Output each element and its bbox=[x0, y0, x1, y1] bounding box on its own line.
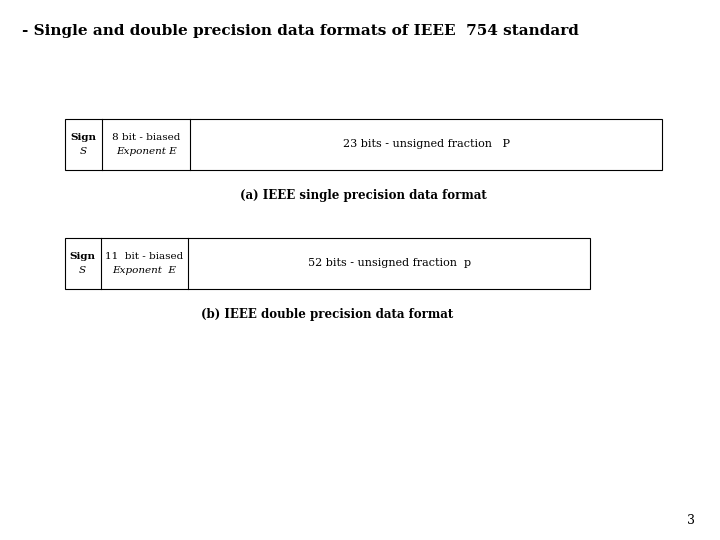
Bar bbox=[65, 238, 590, 289]
Bar bbox=[65, 119, 662, 170]
Text: Sign: Sign bbox=[70, 252, 96, 261]
Text: 3: 3 bbox=[687, 514, 695, 526]
Text: 8 bit - biased: 8 bit - biased bbox=[112, 133, 180, 142]
Text: (a) IEEE single precision data format: (a) IEEE single precision data format bbox=[240, 189, 487, 202]
Text: Sign: Sign bbox=[71, 133, 96, 142]
Text: 23 bits - unsigned fraction   P: 23 bits - unsigned fraction P bbox=[343, 139, 510, 150]
Text: S: S bbox=[79, 266, 86, 275]
Text: (b) IEEE double precision data format: (b) IEEE double precision data format bbox=[202, 308, 454, 321]
Text: - Single and double precision data formats of IEEE  754 standard: - Single and double precision data forma… bbox=[22, 24, 578, 38]
Text: 11  bit - biased: 11 bit - biased bbox=[105, 252, 184, 261]
Text: S: S bbox=[80, 147, 87, 156]
Text: 52 bits - unsigned fraction  p: 52 bits - unsigned fraction p bbox=[307, 258, 471, 268]
Text: Exponent  E: Exponent E bbox=[112, 266, 176, 275]
Text: Exponent E: Exponent E bbox=[116, 147, 176, 156]
